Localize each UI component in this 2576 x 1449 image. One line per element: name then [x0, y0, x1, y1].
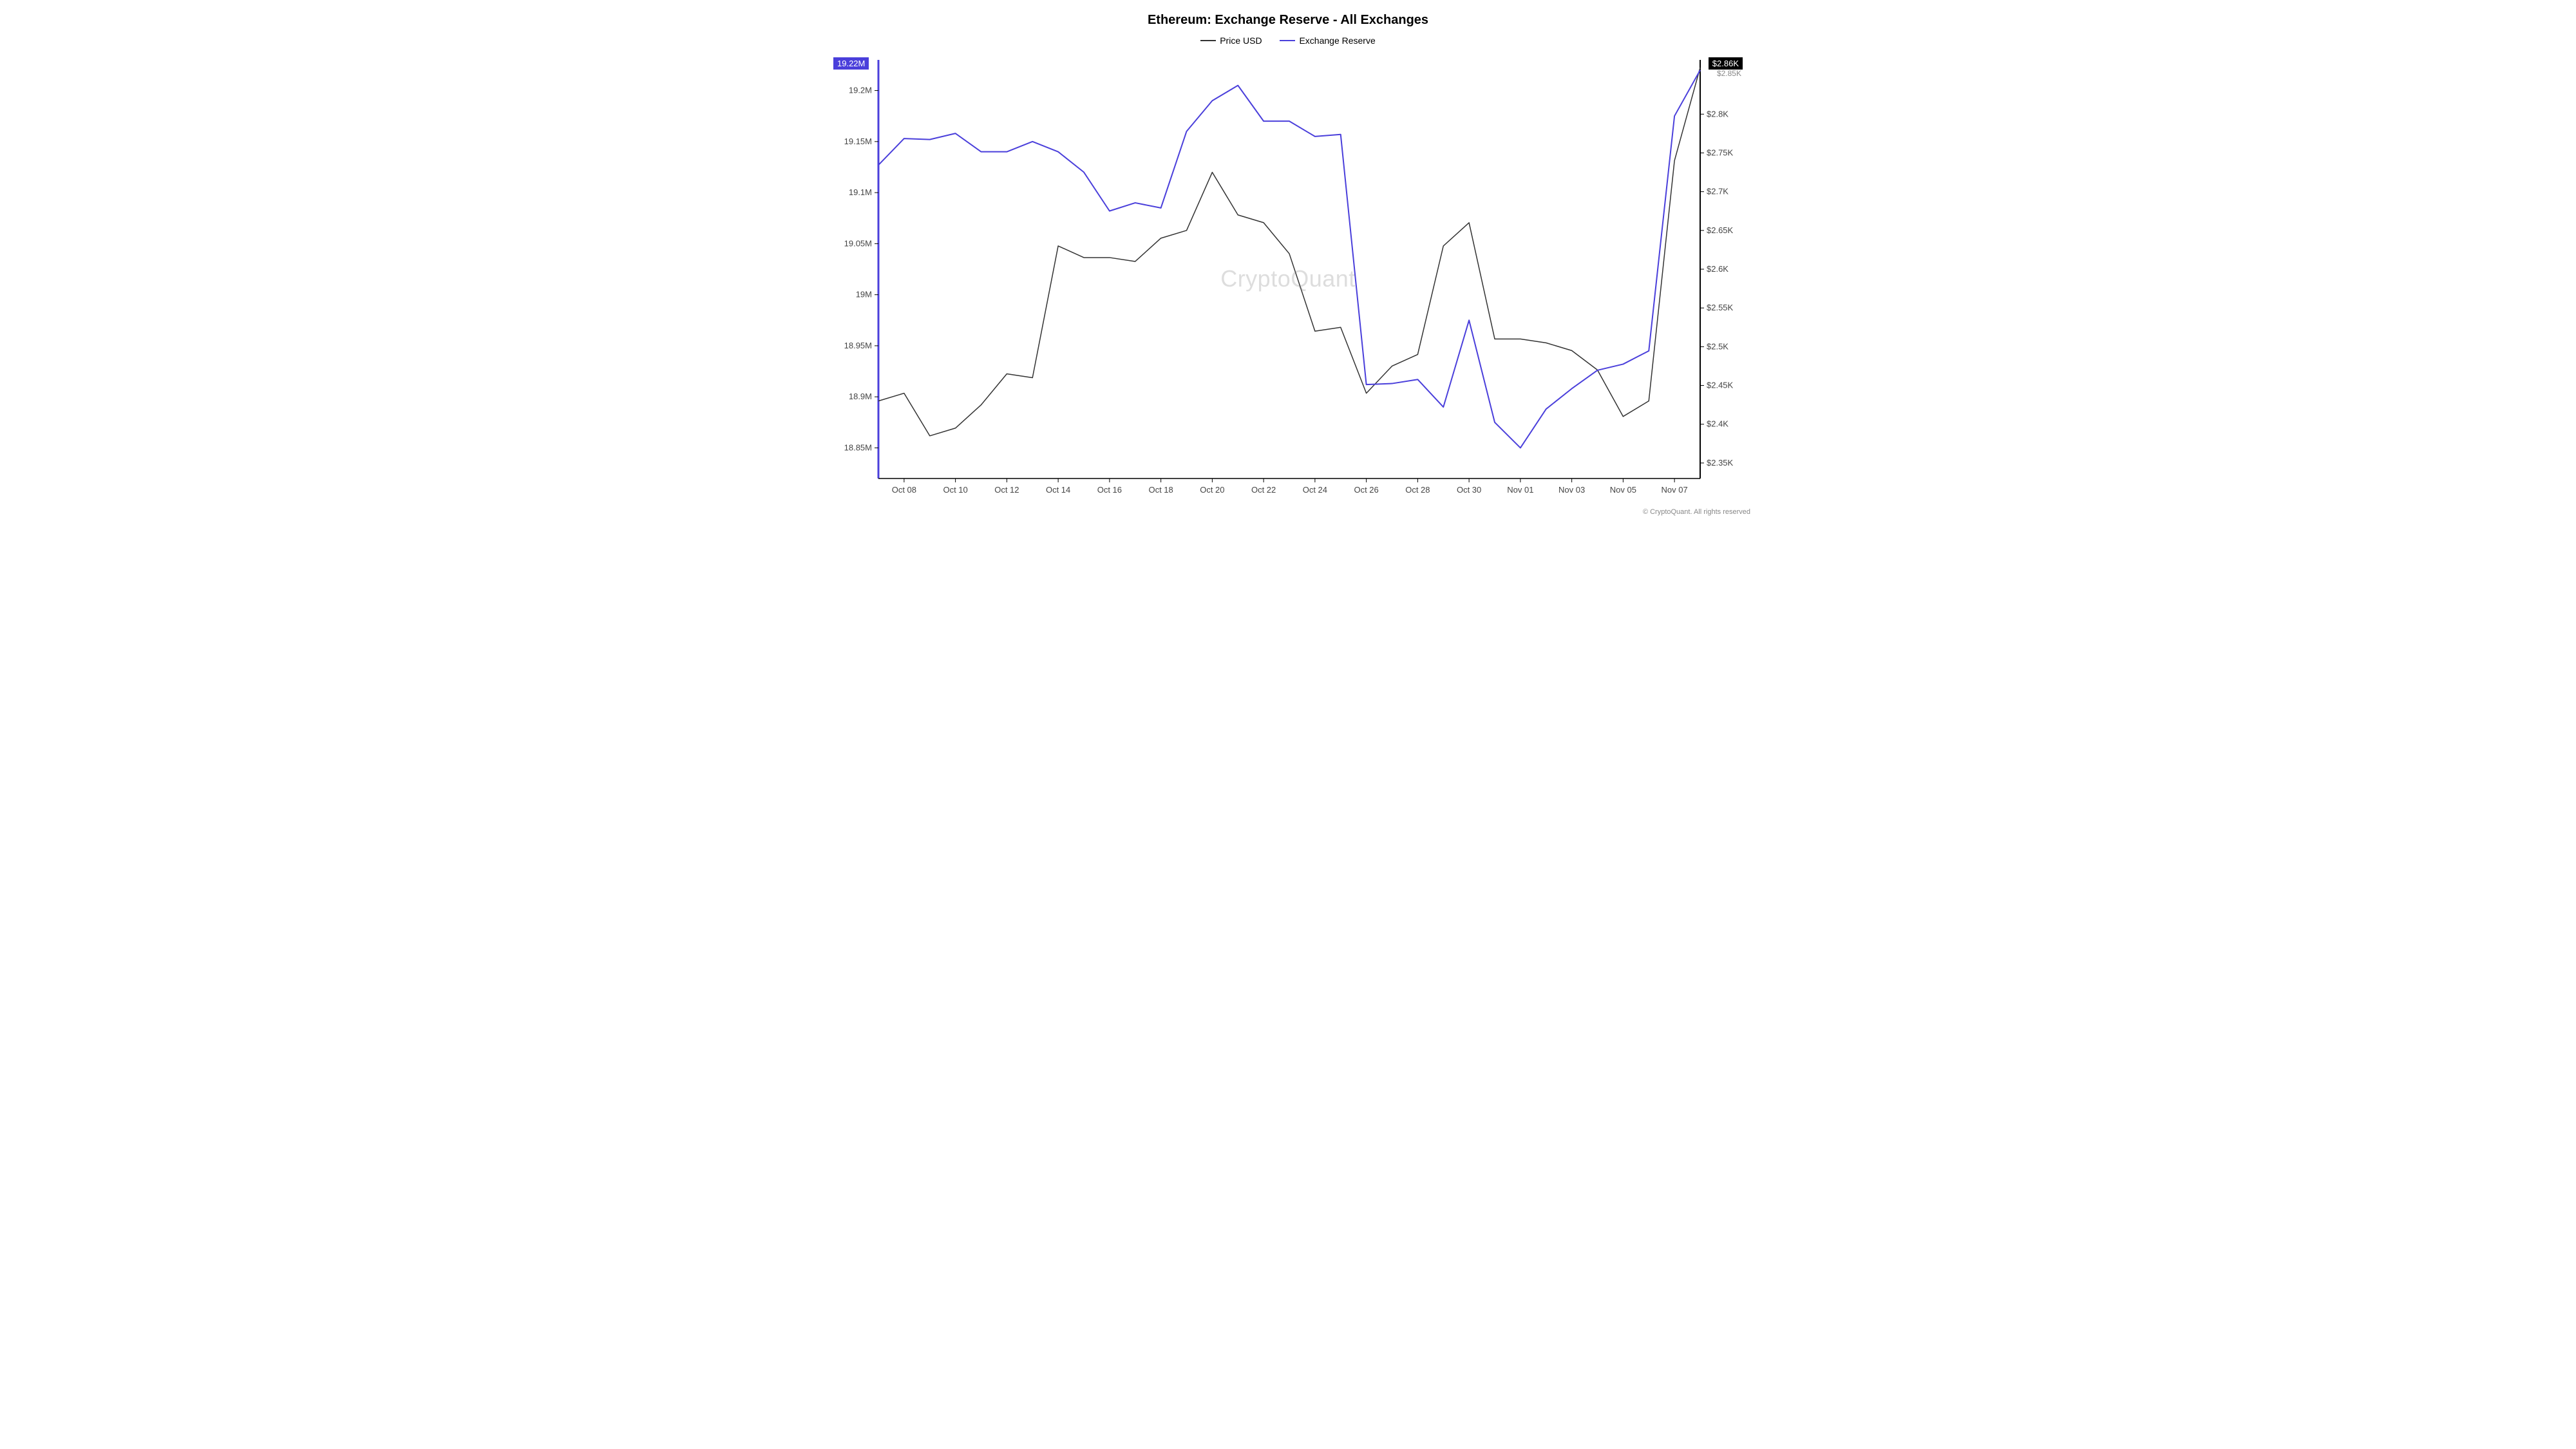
svg-text:$2.75K: $2.75K	[1707, 147, 1734, 157]
svg-text:Oct 18: Oct 18	[1148, 485, 1173, 495]
svg-text:18.95M: 18.95M	[844, 341, 872, 350]
svg-text:Oct 24: Oct 24	[1303, 485, 1327, 495]
svg-text:Nov 07: Nov 07	[1662, 485, 1688, 495]
badge-right-under: $2.85K	[1717, 69, 1741, 78]
svg-text:$2.5K: $2.5K	[1707, 341, 1728, 351]
svg-text:Oct 16: Oct 16	[1097, 485, 1122, 495]
svg-text:Oct 28: Oct 28	[1405, 485, 1430, 495]
svg-text:19M: 19M	[856, 290, 872, 299]
svg-text:$2.65K: $2.65K	[1707, 225, 1734, 235]
svg-text:$2.6K: $2.6K	[1707, 264, 1728, 274]
svg-text:Nov 01: Nov 01	[1507, 485, 1533, 495]
svg-text:Oct 12: Oct 12	[994, 485, 1019, 495]
legend-label-reserve: Exchange Reserve	[1299, 35, 1375, 46]
svg-text:19.15M: 19.15M	[844, 137, 872, 146]
plot-svg: 18.85M18.9M18.95M19M19.05M19.1M19.15M19.…	[819, 53, 1757, 504]
svg-text:19.1M: 19.1M	[849, 187, 872, 197]
svg-text:$2.55K: $2.55K	[1707, 303, 1734, 312]
legend-line-reserve	[1280, 40, 1295, 41]
plot-area: 19.22M $2.86K 18.85M 18.9M 18.95M 19M 19.05M…	[819, 53, 1757, 504]
svg-text:Oct 14: Oct 14	[1046, 485, 1070, 495]
badge-right: $2.86K	[1709, 57, 1743, 70]
svg-text:Oct 26: Oct 26	[1354, 485, 1378, 495]
svg-text:$2.7K: $2.7K	[1707, 187, 1728, 196]
svg-text:$2.4K: $2.4K	[1707, 419, 1728, 429]
chart-title: Ethereum: Exchange Reserve - All Exchang…	[819, 13, 1757, 28]
svg-text:Nov 03: Nov 03	[1558, 485, 1585, 495]
legend-line-price	[1200, 40, 1216, 41]
legend-label-price: Price USD	[1220, 35, 1262, 46]
svg-text:Oct 30: Oct 30	[1457, 485, 1481, 495]
svg-text:Nov 05: Nov 05	[1610, 485, 1636, 495]
svg-text:19.2M: 19.2M	[849, 86, 872, 95]
svg-text:Oct 20: Oct 20	[1200, 485, 1224, 495]
legend: Price USD Exchange Reserve	[819, 33, 1757, 46]
svg-text:Oct 10: Oct 10	[943, 485, 967, 495]
legend-item-reserve: Exchange Reserve	[1280, 35, 1375, 46]
badge-left: 19.22M	[833, 57, 869, 70]
svg-text:18.9M: 18.9M	[849, 392, 872, 401]
svg-text:$2.8K: $2.8K	[1707, 109, 1728, 118]
svg-text:Oct 08: Oct 08	[892, 485, 916, 495]
svg-text:18.85M: 18.85M	[844, 442, 872, 452]
copyright: © CryptoQuant. All rights reserved	[819, 508, 1757, 516]
legend-item-price: Price USD	[1200, 35, 1262, 46]
svg-text:$2.35K: $2.35K	[1707, 458, 1734, 468]
svg-text:19.05M: 19.05M	[844, 238, 872, 248]
svg-text:$2.45K: $2.45K	[1707, 381, 1734, 390]
chart-container: Ethereum: Exchange Reserve - All Exchang…	[819, 13, 1757, 516]
svg-text:Oct 22: Oct 22	[1251, 485, 1276, 495]
